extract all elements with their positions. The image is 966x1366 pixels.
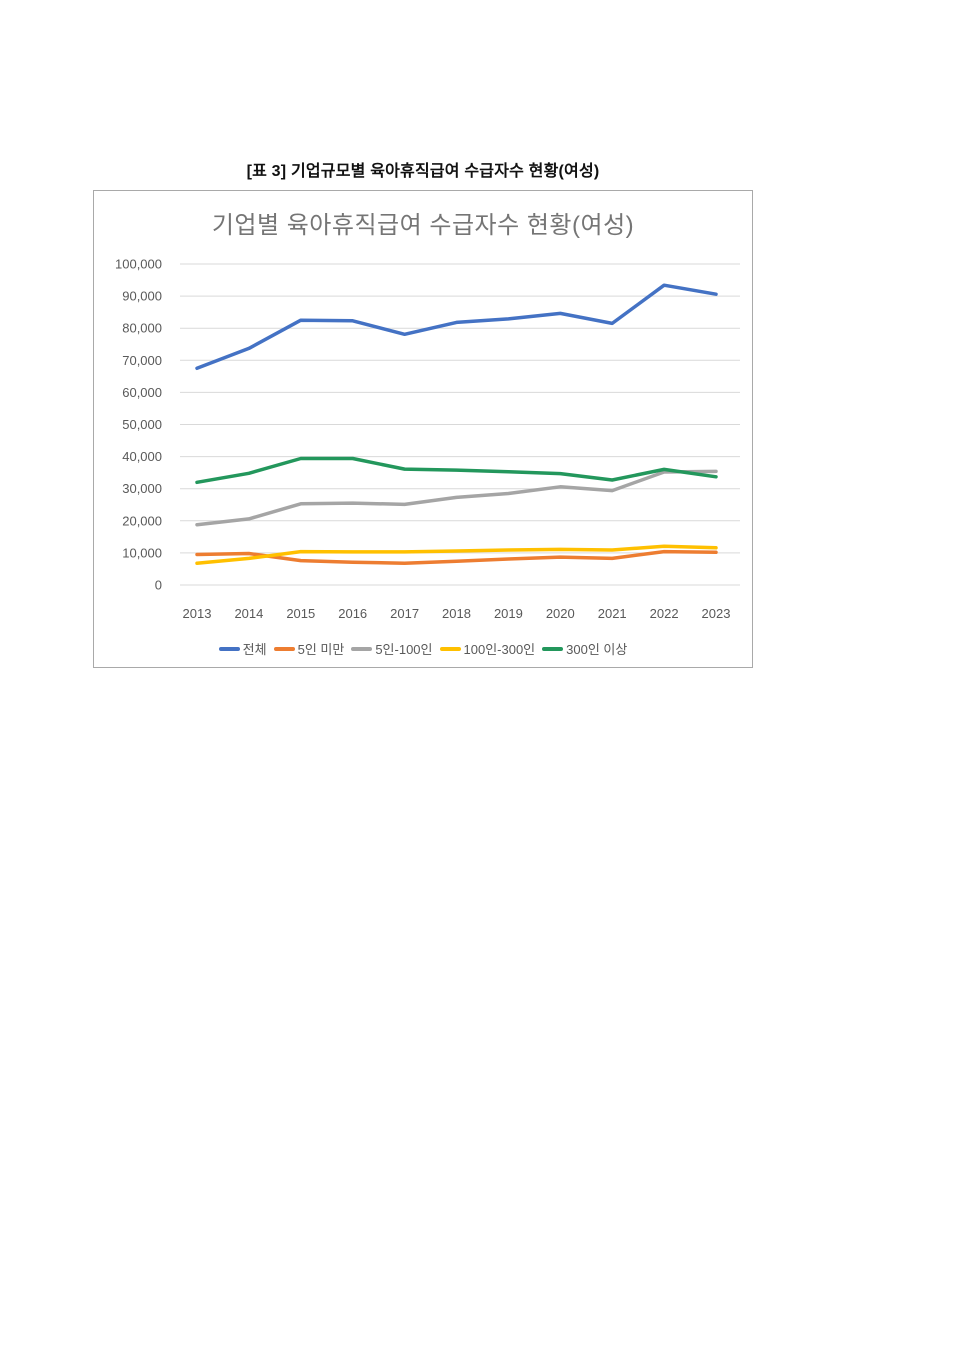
x-axis-label: 2018 [442, 606, 471, 621]
y-axis-tick-label: 50,000 [122, 417, 162, 432]
x-axis-label: 2020 [546, 606, 575, 621]
y-axis-tick-label: 90,000 [122, 289, 162, 304]
legend-swatch [351, 646, 373, 651]
series-line-2 [195, 469, 718, 527]
chart-title: 기업별 육아휴직급여 수급자수 현황(여성) [211, 212, 635, 239]
legend-label: 100인-300인 [463, 642, 536, 657]
x-axis-label: 2013 [183, 606, 212, 621]
x-axis-label: 2014 [234, 606, 263, 621]
x-axis-label: 2015 [286, 606, 315, 621]
legend-item: 100인-300인 [439, 639, 536, 658]
chart-legend: 전체 5인 미만 5인-100인 100인-300인 300인 이상 [94, 639, 752, 658]
legend-label: 5인-100인 [375, 642, 433, 657]
x-axis-label: 2023 [702, 606, 731, 621]
y-axis-tick-label: 10,000 [122, 545, 162, 560]
y-axis-tick-label: 60,000 [122, 385, 162, 400]
x-axis-label: 2022 [650, 606, 679, 621]
y-axis-tick-label: 80,000 [122, 321, 162, 336]
series-line-3 [195, 544, 718, 565]
y-axis-tick-label: 20,000 [122, 513, 162, 528]
legend-item: 300인 이상 [542, 639, 627, 658]
chart-container: 기업별 육아휴직급여 수급자수 현황(여성) 100,000 90,000 80,0… [93, 190, 753, 668]
legend-label: 전체 [242, 642, 267, 657]
series-line-4 [195, 456, 718, 485]
legend-item: 전체 [218, 639, 267, 658]
y-axis-tick-label: 100,000 [115, 257, 162, 272]
legend-item: 5인 미만 [273, 639, 345, 658]
plot-area: 100,000 90,000 80,000 70,000 60,000 50,000 40,… [115, 257, 740, 621]
document-heading: [표 3] 기업규모별 육아휴직급여 수급자수 현황(여성) [246, 163, 600, 180]
y-axis-tick-label: 70,000 [122, 353, 162, 368]
x-axis-label: 2016 [338, 606, 367, 621]
legend-label: 300인 이상 [566, 642, 628, 657]
y-axis-tick-label: 30,000 [122, 481, 162, 496]
legend-swatch [542, 646, 564, 651]
legend-swatch [218, 646, 240, 651]
legend-swatch [273, 646, 295, 651]
y-axis-tick-label: 40,000 [122, 449, 162, 464]
legend-swatch [439, 646, 461, 651]
legend-item: 5인-100인 [351, 639, 433, 658]
series-line-0 [195, 283, 718, 371]
series-line-1 [195, 549, 718, 565]
x-axis-label: 2021 [598, 606, 627, 621]
legend-label: 5인 미만 [297, 642, 345, 657]
x-axis-label: 2019 [494, 606, 523, 621]
x-axis-label: 2017 [390, 606, 419, 621]
y-axis-tick-label: 0 [155, 578, 162, 593]
